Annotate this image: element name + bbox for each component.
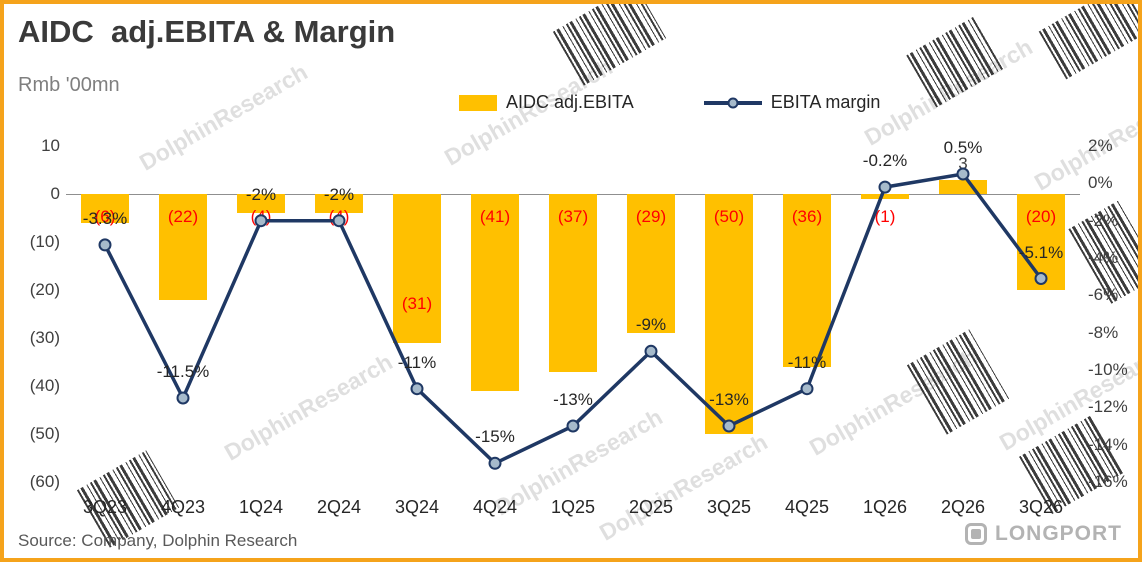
right-axis-tick: -12%: [1088, 397, 1128, 417]
right-axis-tick: 2%: [1088, 136, 1113, 155]
right-axis-tick: -4%: [1088, 248, 1119, 267]
bar-label: (36): [791, 207, 823, 226]
x-axis-label: 4Q23: [160, 497, 206, 517]
legend-bar-swatch: [459, 94, 497, 111]
longport-logo: LONGPORT: [965, 522, 1122, 546]
left-axis-tick: 10: [41, 136, 60, 155]
bar-4Q25: [783, 194, 831, 367]
margin-marker-4Q25: [800, 382, 814, 396]
margin-label: -5.1%: [1018, 242, 1064, 262]
x-axis-label: 1Q24: [238, 497, 284, 517]
margin-label: -0.2%: [862, 151, 908, 171]
bar-1Q26: [861, 194, 909, 199]
x-axis-label: 2Q26: [940, 497, 986, 517]
legend-line-marker: [727, 97, 739, 108]
margin-label: -2%: [323, 184, 355, 204]
left-axis-tick: (30): [29, 328, 60, 347]
bar-3Q23: [81, 194, 129, 223]
right-axis-tick: -16%: [1088, 472, 1128, 491]
bar-1Q25: [549, 194, 597, 372]
bar-label: (22): [167, 207, 199, 226]
x-axis-label: 1Q25: [550, 497, 596, 517]
legend-line-swatch: [703, 97, 762, 108]
legend-item-margin: EBITA margin: [703, 92, 881, 113]
margin-marker-3Q23: [98, 238, 112, 252]
margin-marker-4Q24: [488, 456, 502, 470]
bar-label: (50): [713, 207, 745, 226]
margin-label: -11%: [787, 352, 827, 372]
right-axis-tick: -2%: [1088, 210, 1119, 230]
axis-unit-label: Rmb '00mn: [18, 74, 120, 96]
chart-title: AIDC adj.EBITA & Margin: [18, 14, 396, 49]
legend-label-margin: EBITA margin: [770, 92, 881, 112]
legend-item-ebita: AIDC adj.EBITA: [459, 92, 634, 113]
right-axis-tick: 0%: [1088, 173, 1113, 193]
margin-label: -15%: [475, 427, 515, 447]
bar-label: (37): [557, 207, 589, 226]
bar-label: (6): [94, 207, 116, 226]
margin-marker-3Q24: [410, 382, 424, 396]
left-axis-tick: 0: [50, 184, 60, 203]
right-axis-tick: -8%: [1088, 322, 1119, 342]
margin-marker-2Q24: [332, 214, 346, 228]
margin-label: -9%: [635, 315, 667, 335]
bar-1Q24: [237, 194, 285, 214]
legend: AIDC adj.EBITA EBITA margin: [459, 92, 880, 113]
bar-label: (29): [635, 207, 667, 226]
x-axis-label: 3Q26: [1018, 497, 1064, 517]
margin-marker-4Q23: [176, 391, 190, 405]
margin-label: -13%: [709, 390, 749, 409]
left-axis-tick: (40): [29, 376, 60, 395]
bar-label: (20): [1025, 207, 1057, 226]
margin-marker-3Q26: [1034, 272, 1048, 285]
bar-3Q25: [705, 194, 753, 434]
left-axis-tick: (50): [29, 424, 60, 443]
bar-label: (1): [874, 207, 896, 226]
left-axis-tick: (60): [29, 472, 60, 491]
bar-2Q25: [627, 194, 675, 334]
longport-logo-text: LONGPORT: [995, 522, 1122, 545]
x-axis-label: 3Q23: [82, 497, 128, 517]
bar-4Q23: [159, 194, 207, 300]
right-axis-tick: -14%: [1088, 434, 1128, 454]
margin-marker-1Q26: [878, 180, 892, 194]
left-axis-tick: (20): [29, 280, 60, 299]
bar-4Q24: [471, 194, 519, 391]
x-axis-label: 2Q25: [628, 497, 674, 517]
margin-label: -2%: [245, 184, 277, 204]
bar-3Q24: [393, 194, 441, 343]
bar-label: (41): [479, 207, 511, 226]
legend-label-ebita: AIDC adj.EBITA: [506, 92, 634, 112]
longport-logo-icon: [965, 523, 987, 545]
right-axis-tick: -10%: [1088, 360, 1128, 379]
margin-line-chart: [98, 167, 1048, 470]
x-axis-label: 1Q26: [862, 497, 908, 517]
chart-area: 10 0 (10) (20) (30) (40) (50) (60) 2% 0% -2% -4% -6%…: [4, 4, 1138, 558]
right-axis-tick: -6%: [1088, 285, 1119, 305]
margin-label: -13%: [553, 390, 593, 409]
x-axis-label: 3Q25: [706, 497, 752, 517]
margin-marker-3Q25: [722, 419, 736, 433]
margin-marker-1Q25: [566, 419, 580, 433]
margin-label: -11.5%: [156, 362, 210, 381]
margin-label: -11%: [397, 352, 437, 372]
bar-label: 3: [958, 153, 968, 173]
x-axis-label: 4Q24: [472, 497, 518, 517]
margin-marker-2Q25: [644, 344, 658, 358]
margin-marker-1Q24: [254, 214, 268, 228]
left-axis-tick: (10): [29, 232, 60, 251]
x-axis-label: 4Q25: [784, 497, 830, 517]
bar-2Q24: [315, 194, 363, 214]
margin-label: 0.5%: [943, 138, 983, 157]
source-note: Source: Company, Dolphin Research: [18, 531, 298, 550]
x-axis-label: 3Q24: [394, 497, 440, 517]
bar-label: (31): [401, 294, 433, 313]
x-axis-label: 2Q24: [316, 497, 362, 517]
margin-marker-2Q26: [956, 167, 970, 181]
margin-label: -3.3%: [82, 208, 128, 228]
